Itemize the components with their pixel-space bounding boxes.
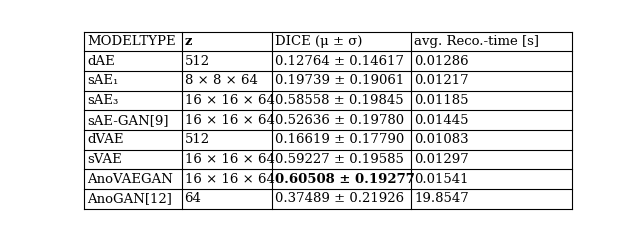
Text: MODELTYPE: MODELTYPE: [87, 35, 175, 48]
Text: sAE₃: sAE₃: [87, 94, 118, 107]
Text: 0.01217: 0.01217: [414, 74, 468, 87]
Text: 0.01083: 0.01083: [414, 133, 468, 146]
Text: 0.01185: 0.01185: [414, 94, 468, 107]
Text: 0.19739 ± 0.19061: 0.19739 ± 0.19061: [275, 74, 404, 87]
Text: 16 × 16 × 64: 16 × 16 × 64: [184, 114, 275, 127]
Text: sAE-GAN[9]: sAE-GAN[9]: [87, 114, 168, 127]
Text: avg. Reco.-time [s]: avg. Reco.-time [s]: [414, 35, 539, 48]
Text: sVAE: sVAE: [87, 153, 122, 166]
Text: sAE₁: sAE₁: [87, 74, 118, 87]
Text: 19.8547: 19.8547: [414, 192, 468, 205]
Text: dVAE: dVAE: [87, 133, 124, 146]
Text: 0.01541: 0.01541: [414, 173, 468, 186]
Text: 0.58558 ± 0.19845: 0.58558 ± 0.19845: [275, 94, 403, 107]
Text: 0.01286: 0.01286: [414, 54, 468, 68]
Text: DICE (μ ± σ): DICE (μ ± σ): [275, 35, 362, 48]
Text: 0.52636 ± 0.19780: 0.52636 ± 0.19780: [275, 114, 404, 127]
Text: dAE: dAE: [87, 54, 115, 68]
Text: 0.01445: 0.01445: [414, 114, 468, 127]
Text: 0.59227 ± 0.19585: 0.59227 ± 0.19585: [275, 153, 404, 166]
Text: 16 × 16 × 64: 16 × 16 × 64: [184, 173, 275, 186]
Text: AnoGAN[12]: AnoGAN[12]: [87, 192, 172, 205]
Text: z: z: [184, 35, 192, 48]
Text: 512: 512: [184, 133, 210, 146]
Text: 0.01297: 0.01297: [414, 153, 468, 166]
Text: 16 × 16 × 64: 16 × 16 × 64: [184, 153, 275, 166]
Text: 0.16619 ± 0.17790: 0.16619 ± 0.17790: [275, 133, 404, 146]
Text: 8 × 8 × 64: 8 × 8 × 64: [184, 74, 257, 87]
Text: AnoVAEGAN: AnoVAEGAN: [87, 173, 173, 186]
Text: 512: 512: [184, 54, 210, 68]
Text: 0.12764 ± 0.14617: 0.12764 ± 0.14617: [275, 54, 404, 68]
Text: 64: 64: [184, 192, 202, 205]
Text: 16 × 16 × 64: 16 × 16 × 64: [184, 94, 275, 107]
Text: 0.37489 ± 0.21926: 0.37489 ± 0.21926: [275, 192, 404, 205]
Text: 0.60508 ± 0.19277: 0.60508 ± 0.19277: [275, 173, 415, 186]
